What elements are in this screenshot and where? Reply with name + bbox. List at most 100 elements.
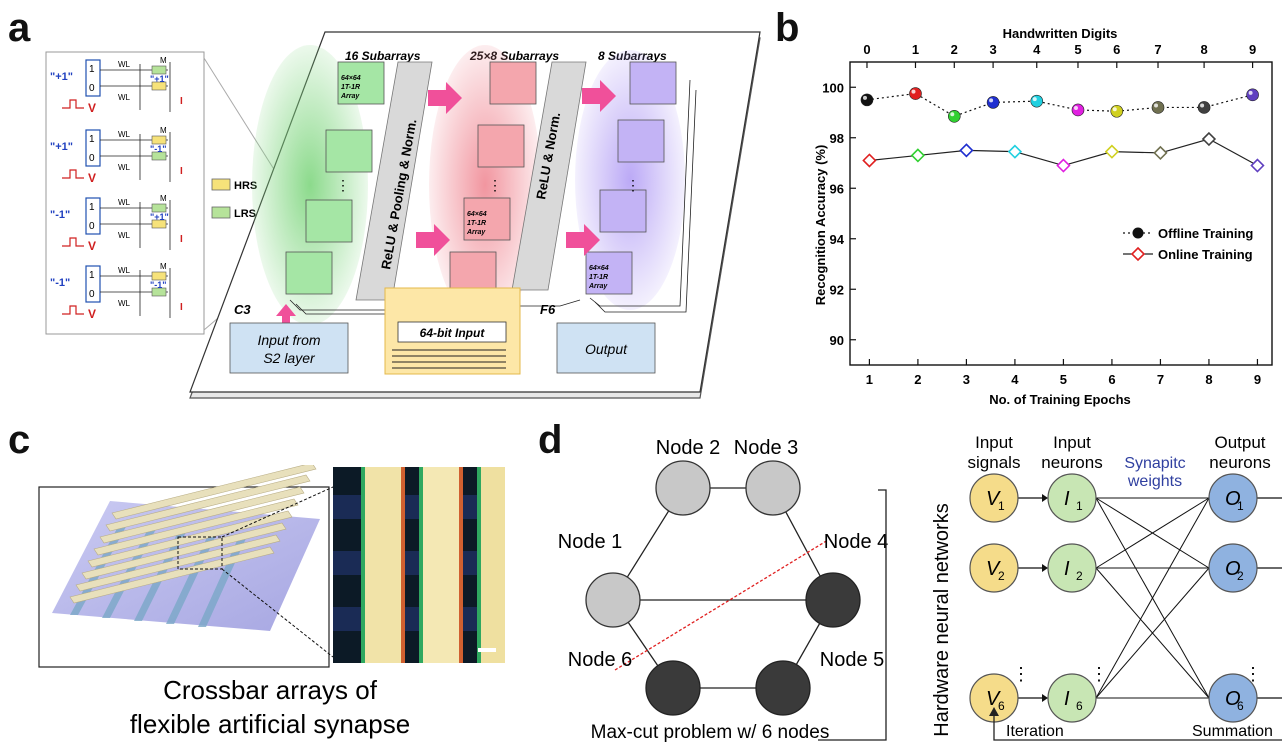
top-electrode — [87, 510, 293, 568]
online-point — [1250, 158, 1265, 173]
col-header-input-signals: signals — [968, 453, 1021, 472]
wl-label: WL — [118, 266, 131, 275]
input-neuron-node — [1047, 473, 1097, 523]
neuron-subscript: 2 — [1076, 569, 1083, 583]
bit-label: 1 — [89, 270, 95, 281]
online-point — [1056, 158, 1071, 173]
neuron-subscript: 6 — [998, 699, 1005, 713]
x-axis-label: No. of Training Epochs — [989, 392, 1131, 407]
wl-label: WL — [118, 60, 131, 69]
col-header-input-signals: Input — [975, 433, 1013, 452]
top-tick-label: 0 — [863, 42, 870, 57]
m-label: M — [160, 126, 167, 135]
resistor-icon — [151, 271, 167, 281]
neuron-label: V — [986, 558, 1001, 580]
bit-label: 0 — [89, 83, 95, 94]
node-label-2: Node 2 — [656, 437, 721, 459]
zoom-box — [177, 536, 223, 570]
offline-point — [1151, 101, 1165, 114]
x-tick-label: 1 — [866, 372, 873, 387]
node-label-1: Node 1 — [558, 531, 623, 553]
array-label: Array — [588, 283, 608, 290]
cell-weight-label: "-1" — [150, 280, 167, 290]
output-label: Output — [585, 341, 628, 357]
array-label: 1T-1R — [467, 220, 486, 227]
y-tick-label: 96 — [830, 181, 844, 196]
input-64-label: 64-bit Input — [420, 326, 486, 340]
legend-marker-online — [1130, 246, 1146, 262]
node-label-4: Node 4 — [824, 531, 889, 553]
purple-glow — [575, 50, 685, 310]
circuit-cell: "+1" 1 0 "+1" WL WL M V I — [50, 56, 183, 115]
neuron-subscript: 1 — [1076, 499, 1083, 513]
vbl-label: V — [88, 171, 96, 185]
micrograph-image — [333, 467, 505, 663]
vertical-ellipsis: ⋮ — [1244, 664, 1262, 684]
top-tick-label: 2 — [951, 42, 958, 57]
svg-text:⋮: ⋮ — [336, 177, 350, 193]
offline-point — [1110, 104, 1124, 118]
graph-node-3 — [745, 460, 801, 516]
top-tick-label: 6 — [1113, 42, 1120, 57]
vbl-label: V — [88, 101, 96, 115]
x-tick-label: 8 — [1205, 372, 1212, 387]
col-header-output-neurons: Output — [1214, 433, 1265, 452]
m-label: M — [160, 56, 167, 65]
svg-text:⋮: ⋮ — [488, 177, 502, 193]
wl-label: WL — [118, 231, 131, 240]
top-electrode — [105, 474, 311, 532]
x-tick-label: 9 — [1254, 372, 1261, 387]
online-point — [1104, 144, 1120, 159]
node-label-6: Node 6 — [568, 649, 633, 671]
top-electrode — [99, 486, 305, 544]
bracket — [878, 489, 887, 741]
offline-point — [909, 87, 922, 100]
ibl-label: I — [180, 234, 183, 245]
bit-label: 0 — [89, 153, 95, 164]
series-line-offline — [866, 92, 1253, 117]
input-neuron-node — [1047, 543, 1097, 593]
output-neuron-node — [1208, 473, 1258, 523]
chart-title: Handwritten Digits — [1003, 26, 1118, 41]
neuron-label: I — [1064, 558, 1070, 580]
layer-label-f6: F6 — [540, 302, 556, 317]
neuron-label: O — [1225, 558, 1241, 580]
array-label: 1T-1R — [589, 274, 608, 281]
chart-legend: Offline Training Online Training — [1123, 226, 1253, 262]
legend-label-online: Online Training — [1158, 247, 1253, 262]
neuron-label: O — [1225, 688, 1241, 710]
x-tick-label: 4 — [1011, 372, 1019, 387]
green-subarray-stack: 64×64 1T-1R Array ⋮ — [285, 61, 385, 295]
svg-text:⋮: ⋮ — [626, 177, 640, 193]
cell-weight-label: "+1" — [150, 212, 169, 222]
summation-label: Summation — [1192, 723, 1273, 740]
m-label: M — [160, 262, 167, 271]
wl-label: WL — [118, 93, 131, 102]
ibl-label: I — [180, 166, 183, 177]
bit-label: 0 — [89, 221, 95, 232]
panel-c-illustration: Crossbar arrays of flexible artificial s… — [38, 465, 505, 739]
resistor-icon — [151, 135, 167, 145]
graph-node-2 — [655, 460, 711, 516]
x-tick-label: 5 — [1060, 372, 1067, 387]
top-tick-label: 7 — [1154, 42, 1161, 57]
synapse-line — [1095, 497, 1210, 569]
top-tick-label: 5 — [1074, 42, 1081, 57]
neuron-subscript: 6 — [1076, 699, 1083, 713]
bit-label: 1 — [89, 202, 95, 213]
col-header-output-neurons: neurons — [1209, 453, 1270, 472]
zoom-line — [221, 486, 334, 538]
x-tick-label: 3 — [963, 372, 970, 387]
crossbar-caption-line1: Crossbar arrays of — [163, 675, 378, 705]
legend-label-offline: Offline Training — [1158, 226, 1253, 241]
graph-node-1 — [585, 572, 641, 628]
purple-subarray-stack: 64×64 1T-1R Array ⋮ — [585, 61, 677, 295]
y-tick-label: 98 — [830, 131, 844, 146]
lrs-legend-icon — [211, 206, 231, 219]
weight-label: "+1" — [50, 141, 73, 153]
input-64-lines — [392, 349, 506, 369]
pulse-icon — [62, 169, 84, 179]
circuit-box — [45, 51, 205, 335]
weight-label: "+1" — [50, 71, 73, 83]
